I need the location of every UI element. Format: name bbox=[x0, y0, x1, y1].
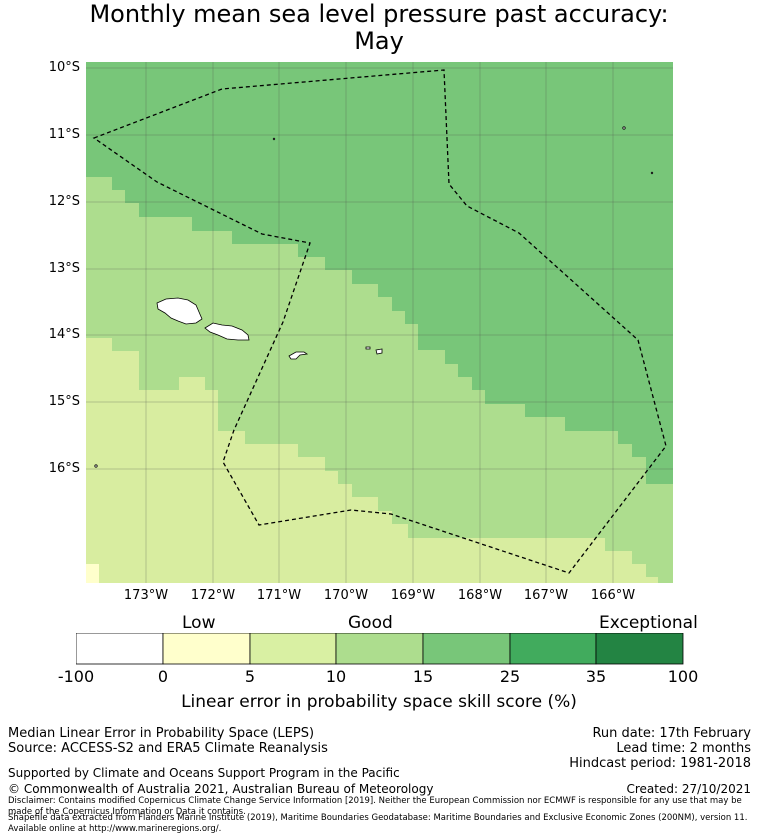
skill-map bbox=[86, 62, 673, 583]
colorbar-tick: 25 bbox=[499, 667, 521, 686]
colorbar-tick: 35 bbox=[585, 667, 607, 686]
lon-label-172w: 172°W bbox=[190, 588, 236, 603]
run-date: Run date: 17th February bbox=[592, 726, 751, 741]
method-text: Median Linear Error in Probability Space… bbox=[8, 726, 315, 741]
islands bbox=[94, 126, 654, 468]
region-5-10 bbox=[86, 338, 658, 583]
island-savaii bbox=[156, 297, 203, 325]
chart-subtitle-month: May bbox=[354, 27, 404, 55]
colorbar-bin-10-15 bbox=[335, 633, 424, 665]
lon-label-167w: 167°W bbox=[523, 588, 569, 603]
island-tutuila bbox=[288, 351, 309, 360]
lat-label-14s: 14°S bbox=[48, 327, 80, 342]
support-text: Supported by Climate and Oceans Support … bbox=[8, 766, 400, 780]
copyright-text: © Commonwealth of Australia 2021, Austra… bbox=[8, 782, 434, 796]
lat-label-10s: 10°S bbox=[48, 60, 80, 75]
chart-title: Monthly mean sea level pressure past acc… bbox=[89, 0, 669, 28]
colorbar-bin-15-25 bbox=[422, 633, 511, 665]
colorbar-tick: 100 bbox=[667, 667, 699, 686]
colorbar-bin-neg100-0 bbox=[76, 633, 164, 665]
category-exceptional: Exceptional bbox=[599, 613, 698, 633]
island-northeast-1 bbox=[622, 126, 626, 130]
colorbar-tick: -100 bbox=[57, 667, 95, 686]
gridlines bbox=[86, 62, 673, 583]
disclaimer-text: Disclaimer: Contains modified Copernicus… bbox=[8, 796, 742, 817]
colorbar-bin-0-5 bbox=[162, 633, 251, 665]
lat-label-11s: 11°S bbox=[48, 127, 80, 142]
lon-label-170w: 170°W bbox=[323, 588, 369, 603]
colorbar-tick: 10 bbox=[325, 667, 347, 686]
lon-label-171w: 171°W bbox=[256, 588, 302, 603]
island-manua-1 bbox=[365, 346, 371, 350]
source-text: Source: ACCESS-S2 and ERA5 Climate Reana… bbox=[8, 741, 328, 756]
created-date: Created: 27/10/2021 bbox=[626, 782, 751, 796]
colorbar-tick: 0 bbox=[157, 667, 169, 686]
lon-label-168w: 168°W bbox=[457, 588, 503, 603]
lat-label-13s: 13°S bbox=[48, 261, 80, 276]
colorbar-tick: 15 bbox=[412, 667, 434, 686]
lon-label-169w: 169°W bbox=[390, 588, 436, 603]
island-northeast-2 bbox=[650, 171, 654, 175]
lead-time: Lead time: 2 months bbox=[616, 741, 751, 756]
island-southwest bbox=[94, 464, 98, 468]
category-good: Good bbox=[348, 613, 393, 633]
lon-label-173w: 173°W bbox=[123, 588, 169, 603]
shapefile-credit: Shapefile data extracted from Flanders M… bbox=[8, 813, 748, 834]
colorbar-bin-5-10 bbox=[249, 633, 337, 665]
lat-label-15s: 15°S bbox=[48, 394, 80, 409]
colorbar-label: Linear error in probability space skill … bbox=[181, 692, 577, 712]
colorbar-bin-35-100 bbox=[595, 633, 684, 665]
eez-boundary bbox=[92, 69, 667, 574]
lat-label-16s: 16°S bbox=[48, 461, 80, 476]
colorbar-tick: 5 bbox=[244, 667, 256, 686]
category-low: Low bbox=[182, 613, 216, 633]
island-upolu bbox=[204, 322, 250, 341]
colorbar-bin-25-35 bbox=[509, 633, 597, 665]
island-manua-2 bbox=[375, 348, 383, 355]
hindcast-period: Hindcast period: 1981-2018 bbox=[569, 756, 751, 771]
colorbar bbox=[76, 633, 684, 665]
region-0-5 bbox=[86, 564, 99, 583]
island-north bbox=[272, 137, 276, 141]
lat-label-12s: 12°S bbox=[48, 194, 80, 209]
lon-label-166w: 166°W bbox=[590, 588, 636, 603]
